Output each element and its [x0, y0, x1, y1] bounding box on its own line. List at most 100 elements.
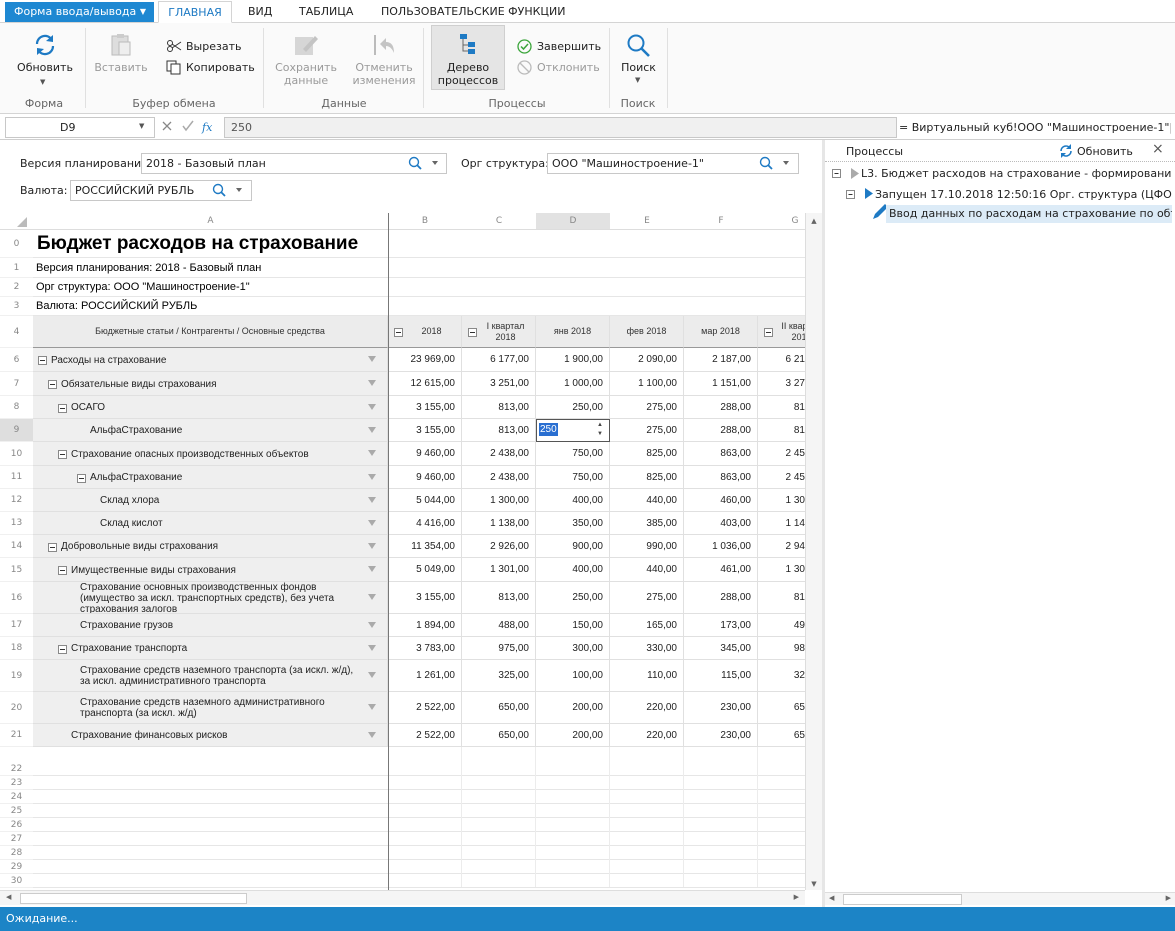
formula-icons: fx — [162, 120, 213, 134]
value-cell: 200,00 — [536, 724, 610, 747]
value-cell: 200,00 — [536, 692, 610, 724]
value-text: 65 — [793, 702, 805, 713]
row-number: 30 — [0, 874, 33, 888]
value-text: 460,00 — [720, 495, 751, 506]
toggle[interactable] — [468, 328, 477, 337]
tab[interactable]: ПОЛЬЗОВАТЕЛЬСКИЕ ФУНКЦИИ — [381, 5, 566, 18]
separator — [423, 28, 424, 108]
toggle-minus — [79, 477, 84, 479]
value-text: 1 14 — [785, 518, 805, 529]
value-cell: 1 30 — [758, 558, 805, 582]
toggle[interactable] — [58, 644, 67, 654]
finish-button[interactable]: Завершить — [537, 40, 602, 53]
header-cell: фев 2018 — [610, 316, 684, 348]
refresh-button[interactable]: Обновить — [17, 61, 73, 74]
value-cell: 9 460,00 — [388, 442, 462, 466]
formula-input[interactable] — [224, 117, 897, 138]
panel-scrollbar[interactable]: ◀ ▶ — [825, 892, 1175, 905]
process-tree-button-pressed[interactable] — [431, 25, 505, 90]
column-line — [683, 747, 684, 887]
row-number: 1 — [0, 258, 33, 278]
row-number: 19 — [0, 660, 33, 692]
app-menu-button[interactable]: Форма ввода/вывода ▼ — [5, 2, 154, 22]
toggle[interactable] — [38, 356, 47, 365]
value-cell: 81 — [758, 419, 805, 442]
param-combo[interactable] — [70, 180, 252, 201]
row-number: 4 — [0, 316, 33, 348]
panel-close[interactable]: × — [1152, 141, 1164, 157]
group-title: Поиск — [620, 97, 656, 110]
search-button[interactable]: Поиск — [621, 61, 656, 74]
value-text: 1 100,00 — [638, 378, 677, 389]
row-label: Страхование средств наземного администра… — [80, 697, 325, 719]
row-label-cell: Страхование транспорта — [33, 637, 388, 660]
value-cell: 23 969,00 — [388, 348, 462, 372]
value-text: 250,00 — [572, 402, 603, 413]
tab[interactable]: ГЛАВНАЯ — [158, 1, 232, 23]
toggle[interactable] — [58, 450, 67, 459]
save-button[interactable]: Сохранить данные — [275, 61, 337, 87]
row-label: АльфаСтрахование — [90, 472, 183, 483]
row-label: Страхование опасных производственных объ… — [71, 448, 309, 460]
param-combo[interactable] — [547, 153, 799, 174]
toggle[interactable] — [58, 566, 67, 575]
undo-button[interactable]: Отменить изменения — [352, 61, 416, 87]
row-label: Обязательные виды страхования — [61, 378, 217, 390]
tree-item[interactable]: Запущен 17.10.2018 12:50:16 Орг. структу… — [875, 188, 1172, 201]
value-cell: 12 615,00 — [388, 372, 462, 396]
tab[interactable]: ТАБЛИЦА — [299, 5, 354, 18]
toggle-minus — [470, 332, 475, 333]
value-text: 1 138,00 — [490, 518, 529, 529]
corner — [17, 217, 27, 227]
paste-button[interactable]: Вставить — [94, 61, 148, 74]
value-text: 440,00 — [646, 564, 677, 575]
copy-button[interactable]: Копировать — [186, 61, 255, 74]
header-text: I квартал 2018 — [486, 320, 525, 342]
panel-refresh[interactable]: Обновить — [1077, 145, 1133, 158]
value-text: 488,00 — [498, 620, 529, 631]
process-tree-button[interactable]: Дерево процессов — [437, 61, 499, 87]
spreadsheet[interactable]: A B C D E F G 0 1 2 3 4 6 7 8 9 10 11 12 13 14 15 16 17 18 19 20 21… — [0, 213, 805, 890]
toggle-minus — [60, 570, 65, 571]
row-label: Страхование финансовых рисков — [71, 730, 228, 741]
row-number: 8 — [0, 396, 33, 419]
value-cell: 2 522,00 — [388, 724, 462, 747]
cell-name-box[interactable] — [5, 117, 155, 138]
toggle[interactable] — [394, 328, 403, 337]
value-cell: 4 416,00 — [388, 512, 462, 535]
toggle-minus — [40, 360, 45, 361]
param-label: Версия планирования: — [20, 157, 152, 170]
toggle[interactable] — [48, 380, 57, 389]
value-cell: 6 177,00 — [462, 348, 536, 372]
toggle[interactable] — [58, 403, 67, 413]
value-text: 400,00 — [572, 495, 603, 506]
value-text: 220,00 — [646, 730, 677, 741]
value-cell: 5 044,00 — [388, 489, 462, 512]
value-cell: 900,00 — [536, 535, 610, 558]
editing-cell[interactable]: 250 ▲ ▼ — [536, 419, 610, 442]
toggle[interactable] — [764, 328, 773, 337]
reject-button[interactable]: Отклонить — [537, 61, 600, 74]
cut-button[interactable]: Вырезать — [186, 40, 242, 53]
value-cell: 2 45 — [758, 442, 805, 466]
value-cell: 275,00 — [610, 419, 684, 442]
value-text: 32 — [793, 670, 805, 681]
horizontal-scrollbar[interactable]: ◀ ▶ — [0, 890, 805, 905]
toggle[interactable] — [48, 542, 57, 552]
vertical-scrollbar[interactable]: ▲ ▼ — [805, 213, 822, 890]
tree-item[interactable]: L3. Бюджет расходов на страхование - фор… — [861, 167, 1172, 180]
value-text: 200,00 — [572, 702, 603, 713]
value-cell: 100,00 — [536, 660, 610, 692]
column-letter: G — [791, 216, 799, 226]
tab[interactable]: ВИД — [248, 5, 273, 18]
value-cell: 1 261,00 — [388, 660, 462, 692]
value-text: 750,00 — [572, 448, 603, 459]
value-text: 2 45 — [785, 472, 805, 483]
value-text: 990,00 — [646, 541, 677, 552]
param-combo[interactable] — [141, 153, 447, 174]
value-cell: 288,00 — [684, 396, 758, 419]
toggle[interactable] — [77, 473, 86, 483]
value-text: 3 155,00 — [416, 592, 455, 603]
value-text: 49 — [793, 620, 805, 631]
tree-item-selected[interactable]: Ввод данных по расходам на страхование п… — [886, 205, 1172, 223]
